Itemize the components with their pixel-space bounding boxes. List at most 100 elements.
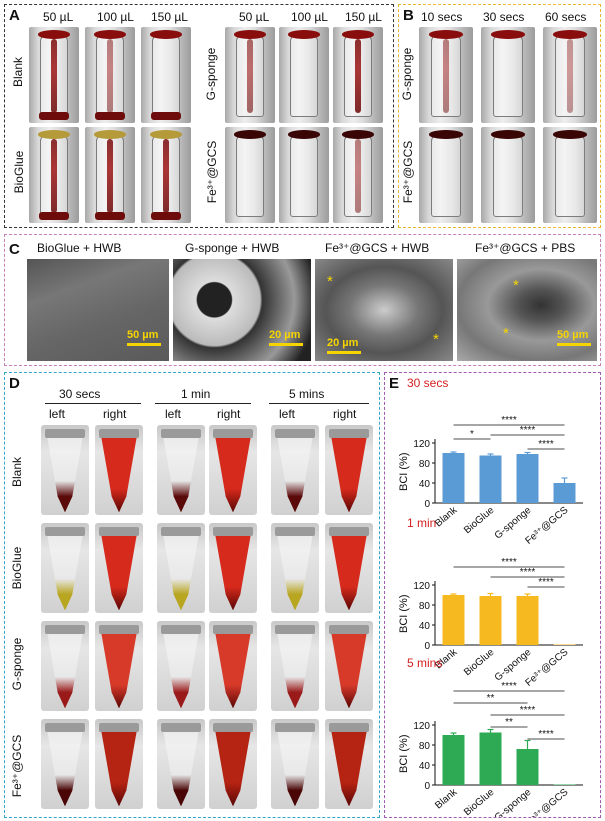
side-label: left bbox=[49, 407, 66, 421]
vial-photo bbox=[95, 425, 143, 515]
chart-title: 1 min bbox=[407, 516, 436, 530]
x-tick-label: G-sponge bbox=[493, 787, 534, 817]
panel-e-label: E bbox=[389, 375, 400, 392]
row-label-gsponge: G-sponge bbox=[400, 47, 414, 101]
y-axis-label: BCI (%) bbox=[398, 453, 410, 492]
volume-label: 100 µL bbox=[291, 10, 328, 24]
vial-photo bbox=[325, 425, 373, 515]
panel-d-label: D bbox=[9, 375, 20, 392]
vial-photo bbox=[95, 719, 143, 809]
vial-photo bbox=[325, 719, 373, 809]
chart-title: 30 secs bbox=[407, 376, 448, 390]
tube-photo bbox=[481, 27, 535, 123]
tube-photo bbox=[279, 127, 329, 223]
side-label: right bbox=[333, 407, 357, 421]
x-tick-label: BioGlue bbox=[462, 647, 497, 679]
row-label-blank: Blank bbox=[10, 456, 24, 488]
significance-label: ** bbox=[487, 693, 495, 704]
row-label-gsponge: G-sponge bbox=[10, 637, 24, 691]
y-tick-label: 0 bbox=[424, 499, 430, 510]
y-tick-label: 80 bbox=[419, 601, 431, 612]
bar bbox=[479, 455, 502, 503]
tube-photo bbox=[543, 127, 597, 223]
row-label-blank: Blank bbox=[11, 56, 25, 88]
significance-label: **** bbox=[501, 557, 517, 568]
side-label: right bbox=[103, 407, 127, 421]
scale-bar bbox=[327, 351, 361, 354]
tube-photo bbox=[481, 127, 535, 223]
scale-label: 20 µm bbox=[327, 337, 359, 349]
y-tick-label: 120 bbox=[413, 581, 430, 592]
marker-star: * bbox=[433, 331, 439, 348]
row-label-bioglue: BioGlue bbox=[12, 150, 26, 194]
marker-star: * bbox=[513, 277, 519, 294]
tube-photo bbox=[419, 127, 473, 223]
vial-photo bbox=[41, 523, 89, 613]
tube-photo bbox=[419, 27, 473, 123]
volume-label: 50 µL bbox=[43, 10, 74, 24]
x-tick-label: Blank bbox=[433, 786, 460, 811]
significance-label: **** bbox=[520, 425, 536, 436]
time-label: 30 secs bbox=[483, 10, 525, 24]
side-label: right bbox=[217, 407, 241, 421]
volume-label: 100 µL bbox=[97, 10, 134, 24]
tube-photo bbox=[141, 127, 191, 223]
tube-photo bbox=[29, 127, 79, 223]
y-tick-label: 0 bbox=[424, 781, 430, 792]
significance-label: **** bbox=[538, 729, 554, 740]
side-label: left bbox=[279, 407, 296, 421]
row-label-gsponge: G-sponge bbox=[204, 47, 218, 101]
tube-photo bbox=[29, 27, 79, 123]
significance-label: **** bbox=[538, 439, 554, 450]
bar bbox=[516, 749, 539, 785]
panel-c: C BioGlue + HWB G-sponge + HWB Fe³⁺@GCS … bbox=[4, 234, 601, 366]
vial-photo bbox=[95, 523, 143, 613]
bar bbox=[442, 453, 465, 503]
significance-label: **** bbox=[520, 705, 536, 716]
bar bbox=[479, 732, 502, 785]
row-label-fe-gcs: Fe³⁺@GCS bbox=[10, 734, 24, 798]
vial-photo bbox=[41, 425, 89, 515]
vial-photo bbox=[271, 719, 319, 809]
panel-b: B 10 secs 30 secs 60 secs G-sponge Fe³⁺@… bbox=[398, 4, 601, 228]
significance-label: **** bbox=[538, 577, 554, 588]
significance-label: * bbox=[470, 429, 474, 440]
time-label: 10 secs bbox=[421, 10, 463, 24]
bar bbox=[479, 596, 502, 645]
tube-photo bbox=[333, 127, 383, 223]
y-tick-label: 40 bbox=[419, 621, 431, 632]
bar bbox=[442, 595, 465, 645]
y-tick-label: 0 bbox=[424, 641, 430, 652]
bar bbox=[553, 784, 576, 785]
panel-c-label: C bbox=[9, 241, 20, 258]
volume-label: 50 µL bbox=[239, 10, 270, 24]
row-label-fe-gcs: Fe³⁺@GCS bbox=[205, 140, 219, 204]
vial-photo bbox=[95, 621, 143, 711]
x-tick-label: BioGlue bbox=[462, 787, 497, 817]
panel-b-label: B bbox=[403, 7, 414, 24]
vial-photo bbox=[157, 425, 205, 515]
tube-photo bbox=[85, 127, 135, 223]
vial-photo bbox=[41, 621, 89, 711]
tube-photo bbox=[141, 27, 191, 123]
x-tick-label: Fe³⁺@GCS bbox=[523, 787, 570, 817]
vial-photo bbox=[209, 719, 257, 809]
volume-label: 150 µL bbox=[345, 10, 382, 24]
tube-photo bbox=[85, 27, 135, 123]
y-axis-label: BCI (%) bbox=[398, 595, 410, 634]
bar bbox=[553, 644, 576, 645]
vial-photo bbox=[157, 719, 205, 809]
scale-bar bbox=[557, 343, 591, 346]
x-tick-label: BioGlue bbox=[462, 505, 497, 537]
tube-photo bbox=[279, 27, 329, 123]
vial-photo bbox=[157, 621, 205, 711]
side-label: left bbox=[165, 407, 182, 421]
vial-photo bbox=[41, 719, 89, 809]
row-label-bioglue: BioGlue bbox=[10, 546, 24, 590]
time-label: 60 secs bbox=[545, 10, 587, 24]
vial-photo bbox=[157, 523, 205, 613]
bar bbox=[516, 454, 539, 503]
sem-title: Fe³⁺@GCS + HWB bbox=[325, 241, 430, 255]
sem-image: 50 µm bbox=[27, 259, 169, 361]
